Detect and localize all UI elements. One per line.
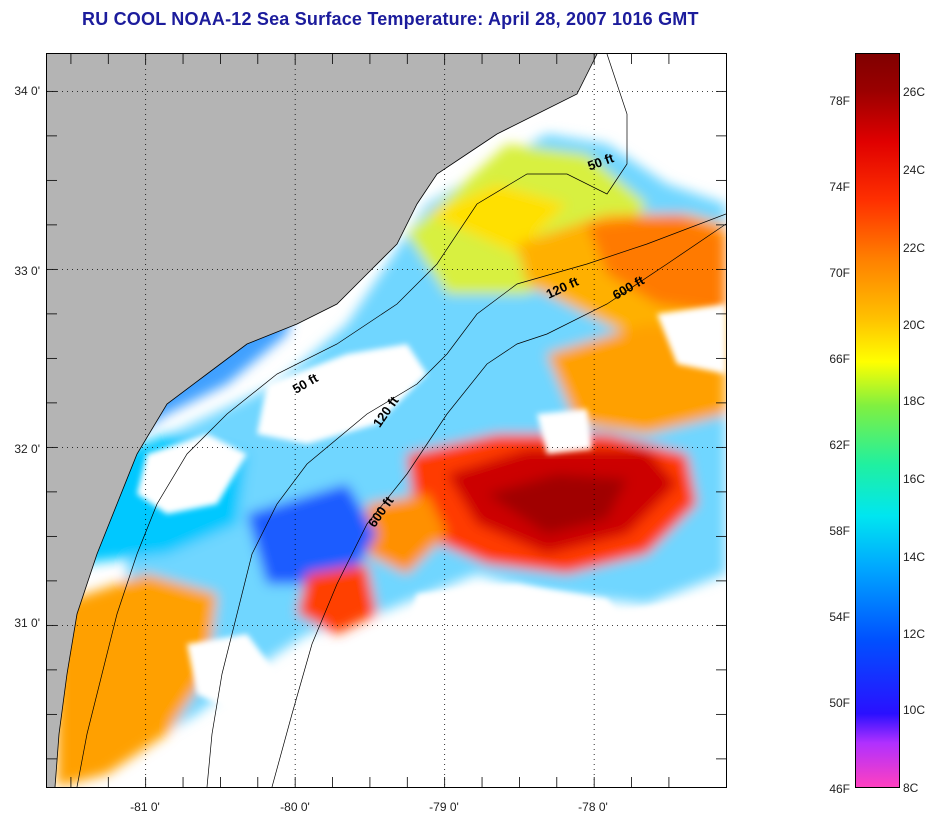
colorbar-c-label: 8C [903,781,919,795]
map-title: RU COOL NOAA-12 Sea Surface Temperature:… [0,9,928,33]
y-tick-label: 32 0' [14,442,40,456]
x-tick-label: -81 0' [130,800,160,814]
contour-120ft [206,213,726,787]
colorbar-f-label: 70F [829,266,850,280]
graticule [47,54,726,787]
colorbar-c-label: 14C [903,550,926,564]
colorbar-f-label: 62F [829,438,850,452]
colorbar-f-label: 54F [829,610,850,624]
colorbar-f-label: 50F [829,696,850,710]
title-text: RU COOL NOAA-12 Sea Surface Temperature:… [82,9,699,29]
colorbar-f-label: 74F [829,180,850,194]
coastline [54,54,598,787]
sst-map-canvas: 50 ft 120 ft 600 ft 50 ft 120 ft 600 ft [47,54,726,787]
colorbar-f-label: 46F [829,782,850,796]
colorbar-f-label: 66F [829,352,850,366]
colorbar-c-label: 22C [903,241,926,255]
colorbar-f-label: 58F [829,524,850,538]
colorbar-c-label: 16C [903,472,926,486]
x-tick-label: -78 0' [578,800,608,814]
colorbar-c-label: 12C [903,627,926,641]
y-tick-label: 31 0' [14,616,40,630]
colorbar-c-label: 20C [903,318,926,332]
sst-map: 50 ft 120 ft 600 ft 50 ft 120 ft 600 ft [46,53,727,788]
colorbar-f-label: 78F [829,94,850,108]
x-tick-label: -79 0' [429,800,459,814]
colorbar-c-label: 10C [903,703,926,717]
colorbar-c-label: 26C [903,85,926,99]
temperature-colorbar [855,53,900,788]
contour-50ft [76,54,628,787]
contour-600ft [271,223,726,787]
colorbar-c-label: 24C [903,163,926,177]
land-mass [47,54,597,787]
y-tick-label: 34 0' [14,84,40,98]
y-tick-label: 33 0' [14,264,40,278]
colorbar-c-label: 18C [903,394,926,408]
x-tick-label: -80 0' [280,800,310,814]
no-data-patches [137,304,726,787]
